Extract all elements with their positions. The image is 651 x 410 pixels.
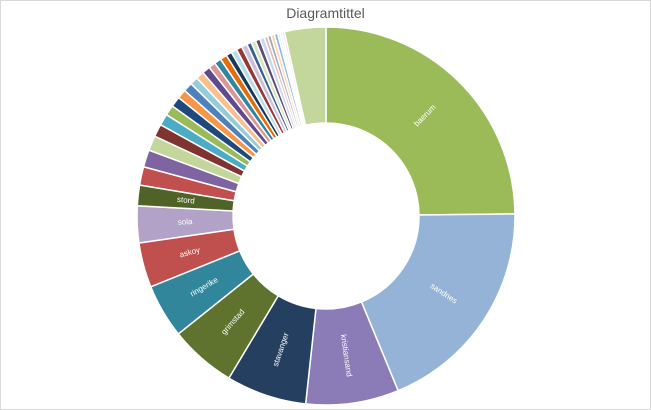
chart-title: Diagramtittel (286, 5, 365, 21)
slice-label-stord: stord (177, 195, 196, 206)
donut-slice-39 (283, 26, 327, 127)
donut-slice-sandnes (360, 213, 516, 392)
slice-label-sola: sola (178, 217, 194, 227)
donut-slice-baerum (325, 26, 516, 216)
